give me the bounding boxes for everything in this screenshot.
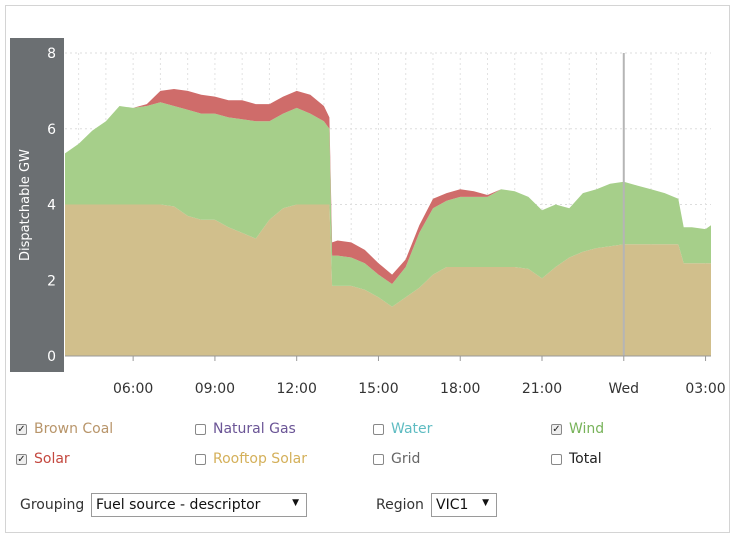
legend-item-rooftop-solar[interactable]: Rooftop Solar bbox=[195, 449, 307, 469]
legend-label: Wind bbox=[569, 421, 605, 437]
legend-label: Natural Gas bbox=[213, 421, 296, 437]
y-axis-label: Dispatchable GW bbox=[18, 149, 33, 261]
grouping-label: Grouping bbox=[20, 497, 85, 513]
x-tick-labels: 06:00 09:00 12:00 15:00 18:00 21:00 Wed 03:00 bbox=[113, 356, 726, 397]
x-tick-label: 03:00 bbox=[685, 381, 725, 397]
legend-checkbox[interactable]: ✓ bbox=[16, 423, 27, 435]
legend-label: Solar bbox=[34, 451, 70, 467]
chevron-down-icon: ▼ bbox=[482, 498, 489, 508]
legend-checkbox[interactable] bbox=[373, 453, 384, 465]
y-tick-label: 8 bbox=[47, 46, 56, 62]
grouping-select-value: Fuel source - descriptor bbox=[96, 497, 261, 513]
legend-checkbox[interactable] bbox=[195, 453, 206, 465]
legend-checkbox[interactable] bbox=[195, 423, 206, 435]
y-tick-label: 2 bbox=[47, 273, 56, 289]
legend-checkbox[interactable] bbox=[551, 453, 562, 465]
y-tick-label: 0 bbox=[47, 349, 56, 365]
y-tick-labels: 0 2 4 6 8 bbox=[47, 46, 56, 365]
legend-label: Water bbox=[391, 421, 433, 437]
legend-item-total[interactable]: Total bbox=[551, 449, 602, 469]
region-select[interactable]: VIC1 ▼ bbox=[431, 493, 497, 517]
y-tick-label: 6 bbox=[47, 122, 56, 138]
x-tick-label: Wed bbox=[609, 381, 640, 397]
legend-checkbox[interactable] bbox=[373, 423, 384, 435]
x-tick-label: 06:00 bbox=[113, 381, 153, 397]
legend-item-water[interactable]: Water bbox=[373, 419, 432, 439]
x-tick-label: 18:00 bbox=[440, 381, 480, 397]
legend-checkbox[interactable]: ✓ bbox=[16, 453, 27, 465]
legend-label: Total bbox=[569, 451, 602, 467]
x-tick-label: 09:00 bbox=[195, 381, 235, 397]
legend-item-wind[interactable]: ✓ Wind bbox=[551, 419, 604, 439]
legend-label: Rooftop Solar bbox=[213, 451, 307, 467]
brown-coal-area bbox=[65, 204, 711, 356]
grouping-select[interactable]: Fuel source - descriptor ▼ bbox=[91, 493, 307, 517]
y-axis-band bbox=[10, 38, 64, 372]
region-select-value: VIC1 bbox=[436, 497, 469, 513]
chevron-down-icon: ▼ bbox=[292, 498, 299, 508]
y-tick-label: 4 bbox=[47, 198, 56, 214]
region-label: Region bbox=[376, 497, 424, 513]
legend-checkbox[interactable]: ✓ bbox=[551, 423, 562, 435]
legend-item-solar[interactable]: ✓ Solar bbox=[16, 449, 70, 469]
legend-label: Grid bbox=[391, 451, 421, 467]
x-tick-label: 21:00 bbox=[522, 381, 562, 397]
x-tick-label: 12:00 bbox=[277, 381, 317, 397]
legend-item-grid[interactable]: Grid bbox=[373, 449, 420, 469]
wind-area bbox=[65, 102, 711, 307]
area-series bbox=[65, 53, 711, 357]
legend-item-natural-gas[interactable]: Natural Gas bbox=[195, 419, 296, 439]
legend-item-brown-coal[interactable]: ✓ Brown Coal bbox=[16, 419, 113, 439]
legend-label: Brown Coal bbox=[34, 421, 114, 437]
x-tick-label: 15:00 bbox=[358, 381, 398, 397]
